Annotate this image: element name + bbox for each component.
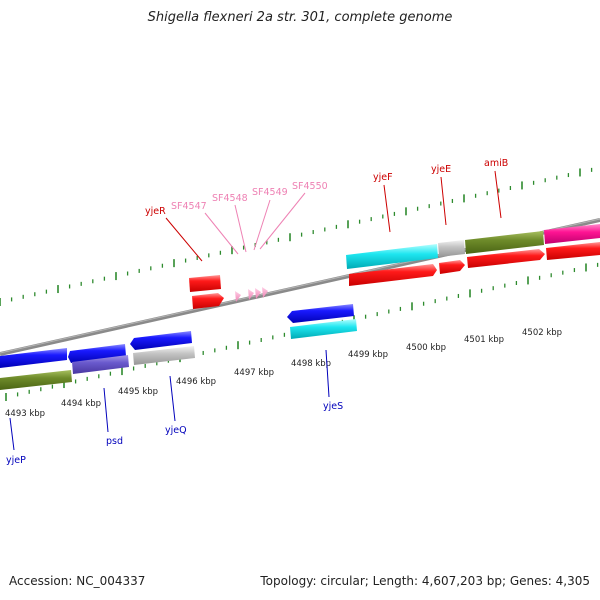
gene-arrow-pink-1[interactable] [235,291,241,302]
scale-label: 4497 kbp [234,368,274,378]
scale-label: 4495 kbp [118,387,158,397]
gene-leader-line [204,212,239,255]
topology-text: Topology: circular; Length: 4,607,203 bp… [260,574,590,588]
map-title: Shigella flexneri 2a str. 301, complete … [147,10,453,25]
gene-label-upper[interactable]: SF4549 [252,187,288,198]
gene-labels: yjeR SF4547 SF4548 SF4549 SF4550 yjeF yjeE amiB… [6,158,508,466]
gene-arrow-blue-4[interactable] [287,304,354,323]
scale-label: 4502 kbp [522,328,562,338]
gene-yjeR-block[interactable] [189,275,221,292]
gene-label-upper[interactable]: amiB [484,158,508,169]
gene-arrow-pink-2[interactable] [248,289,254,300]
gene-arrow-pink-3[interactable] [255,288,261,299]
gene-arrow-red-4[interactable] [467,249,545,268]
scale-label: 4500 kbp [406,343,446,353]
gene-leader-line [325,349,330,398]
gene-leader-line [103,387,109,433]
scale-label: 4493 kbp [5,409,45,419]
reverse-genes-row1 [0,304,354,368]
gene-label-lower[interactable]: yjeP [6,455,26,466]
gene-label-upper[interactable]: SF4550 [292,181,328,192]
scale-label: 4499 kbp [348,350,388,360]
scale-label: 4494 kbp [61,399,101,409]
gene-block-yjeQ[interactable] [133,346,195,365]
gene-label-upper[interactable]: yjeR [145,206,166,217]
scale-label: 4498 kbp [291,359,331,369]
gene-amiB-block[interactable] [465,231,544,254]
gene-block-olive-low[interactable] [0,370,72,390]
gene-arrow-red-2[interactable] [349,264,437,286]
gene-block-psd[interactable] [72,355,129,374]
gene-label-upper[interactable]: SF4548 [212,193,248,204]
gene-arrow-blue-3[interactable] [130,331,192,350]
accession-text: Accession: NC_004337 [9,574,146,588]
gene-arrow-pink-4[interactable] [262,287,268,298]
gene-label-lower[interactable]: yjeS [323,401,343,412]
forward-genes-row2 [192,242,600,309]
gene-yjeF-block[interactable] [346,244,438,269]
scale-labels: 4493 kbp 4494 kbp 4495 kbp 4496 kbp 4497 kbp… [5,328,562,419]
gene-leader-line [383,184,391,233]
gene-leader-line [253,199,271,251]
gene-label-upper[interactable]: SF4547 [171,201,207,212]
gene-arrow-red-5[interactable] [546,242,600,260]
gene-label-lower[interactable]: yjeQ [165,425,187,436]
gene-leader-line [494,170,502,219]
gene-arrow-red-1[interactable] [192,293,224,309]
gene-arrow-red-3[interactable] [439,260,465,274]
forward-genes-row1 [189,224,600,292]
scale-label: 4496 kbp [176,377,216,387]
reverse-genes-row2 [0,319,357,390]
gene-magenta-block[interactable] [544,224,600,244]
gene-label-lower[interactable]: psd [106,436,123,447]
scale-label: 4501 kbp [464,335,504,345]
gene-leader-line [165,217,203,262]
gene-yjeE-block[interactable] [438,240,465,257]
gene-leader-line [440,176,447,226]
upper-tick-track [0,167,593,306]
gene-label-upper[interactable]: yjeF [373,172,393,183]
gene-leader-line [9,417,15,451]
gene-leader-line [259,192,306,250]
gene-arrow-blue-1[interactable] [0,348,67,368]
gene-leader-line [169,375,176,422]
gene-label-upper[interactable]: yjeE [431,164,451,175]
gene-arrow-blue-2[interactable] [68,344,126,363]
gene-leader-line [234,204,247,253]
gene-block-yjeS[interactable] [290,319,357,339]
